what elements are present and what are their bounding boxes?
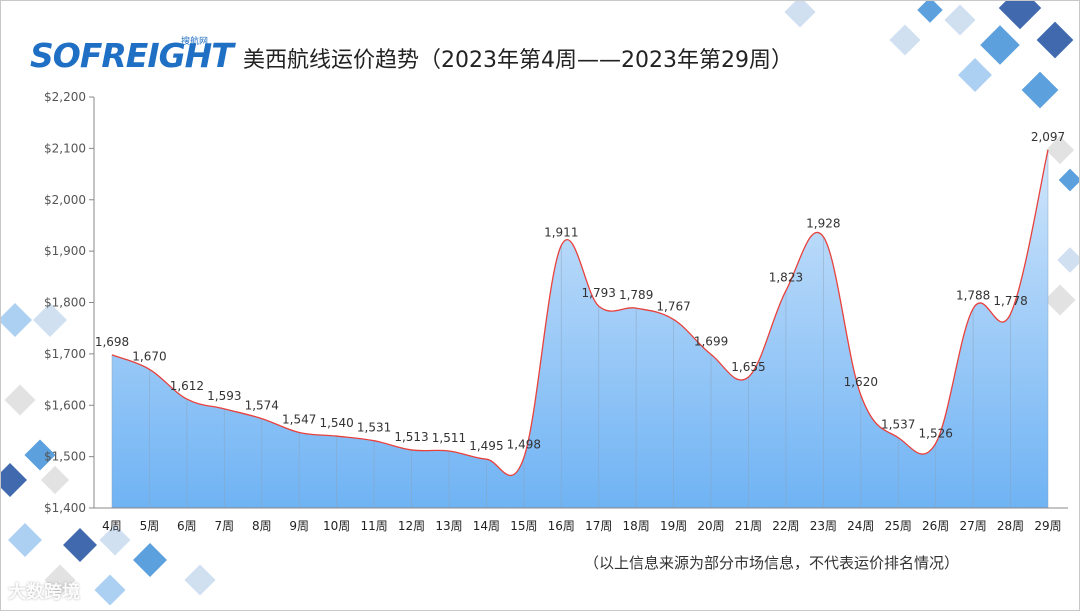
- data-label-12周: 1,513: [394, 430, 428, 444]
- y-tick-label: $1,800: [44, 296, 86, 310]
- data-label-10周: 1,540: [319, 416, 353, 430]
- data-label-4周: 1,698: [95, 335, 129, 349]
- x-tick-label: 4周: [102, 519, 122, 533]
- decorative-tile: [1044, 284, 1076, 316]
- data-label-5周: 1,670: [132, 349, 166, 363]
- chart-title: 美西航线运价趋势（2023年第4周——2023年第29周）: [243, 48, 793, 73]
- data-label-11周: 1,531: [357, 421, 391, 435]
- x-tick-label: 27周: [959, 519, 986, 533]
- x-tick-label: 14周: [473, 519, 500, 533]
- decorative-tile: [1045, 135, 1075, 165]
- x-tick-label: 19周: [660, 519, 687, 533]
- data-label-16周: 1,911: [544, 225, 578, 239]
- x-tick-label: 23周: [810, 519, 837, 533]
- x-tick-label: 22周: [772, 519, 799, 533]
- decorative-tile: [4, 384, 36, 416]
- y-tick-label: $2,100: [44, 141, 86, 155]
- data-label-20周: 1,699: [694, 334, 728, 348]
- decorative-tile: [980, 25, 1020, 65]
- x-tick-label: 9周: [289, 519, 309, 533]
- x-tick-label: 6周: [177, 519, 197, 533]
- y-tick-label: $1,400: [44, 501, 86, 515]
- data-label-14周: 1,495: [469, 439, 503, 453]
- data-label-29周: 2,097: [1031, 130, 1065, 144]
- source-footnote: （以上信息来源为部分市场信息，不代表运价排名情况）: [584, 554, 960, 572]
- data-label-17周: 1,793: [582, 286, 616, 300]
- y-tick-label: $1,500: [44, 450, 86, 464]
- x-tick-label: 13周: [435, 519, 462, 533]
- x-tick-label: 5周: [140, 519, 160, 533]
- y-tick-label: $1,600: [44, 398, 86, 412]
- sofreight-logo: SOFREIGHT 搜航网: [30, 34, 234, 78]
- x-tick-label: 7周: [214, 519, 234, 533]
- data-label-9周: 1,547: [282, 412, 316, 426]
- data-label-24周: 1,620: [844, 375, 878, 389]
- x-tick-label: 11周: [360, 519, 387, 533]
- y-tick-label: $1,900: [44, 244, 86, 258]
- data-label-18周: 1,789: [619, 288, 653, 302]
- data-label-28周: 1,778: [993, 294, 1027, 308]
- x-tick-label: 17周: [585, 519, 612, 533]
- x-tick-label: 10周: [323, 519, 350, 533]
- data-label-27周: 1,788: [956, 289, 990, 303]
- logo-subtitle: 搜航网: [180, 37, 208, 47]
- x-tick-label: 12周: [398, 519, 425, 533]
- data-label-13周: 1,511: [432, 431, 466, 445]
- x-tick-label: 15周: [510, 519, 537, 533]
- watermark: 大数跨境: [8, 582, 80, 603]
- x-tick-label: 20周: [697, 519, 724, 533]
- decorative-tile: [24, 439, 56, 471]
- series-line: [111, 149, 1049, 476]
- data-label-19周: 1,767: [656, 299, 690, 313]
- y-tick-label: $2,000: [44, 193, 86, 207]
- decorative-tile: [917, 0, 943, 23]
- data-label-26周: 1,526: [919, 426, 953, 440]
- x-tick-label: 29周: [1034, 519, 1061, 533]
- data-label-21周: 1,655: [731, 360, 765, 374]
- data-label-6周: 1,612: [170, 379, 204, 393]
- decorative-tile: [133, 543, 167, 577]
- x-tick-label: 28周: [997, 519, 1024, 533]
- y-tick-label: $2,200: [44, 90, 86, 104]
- x-tick-label: 25周: [885, 519, 912, 533]
- x-tick-label: 24周: [847, 519, 874, 533]
- data-label-7周: 1,593: [207, 389, 241, 403]
- data-label-25周: 1,537: [881, 418, 915, 432]
- data-label-8周: 1,574: [245, 399, 279, 413]
- y-tick-label: $1,700: [44, 347, 86, 361]
- decorative-tile: [1036, 21, 1074, 59]
- area-fill: [112, 149, 1048, 508]
- x-tick-label: 18周: [623, 519, 650, 533]
- data-label-15周: 1,498: [507, 438, 541, 452]
- x-tick-label: 21周: [735, 519, 762, 533]
- x-tick-label: 16周: [548, 519, 575, 533]
- data-label-22周: 1,823: [769, 271, 803, 285]
- x-tick-label: 26周: [922, 519, 949, 533]
- decorative-tile: [1021, 71, 1059, 109]
- data-label-23周: 1,928: [806, 217, 840, 231]
- logo-wordmark: SOFREIGHT: [30, 36, 234, 75]
- x-tick-label: 8周: [252, 519, 272, 533]
